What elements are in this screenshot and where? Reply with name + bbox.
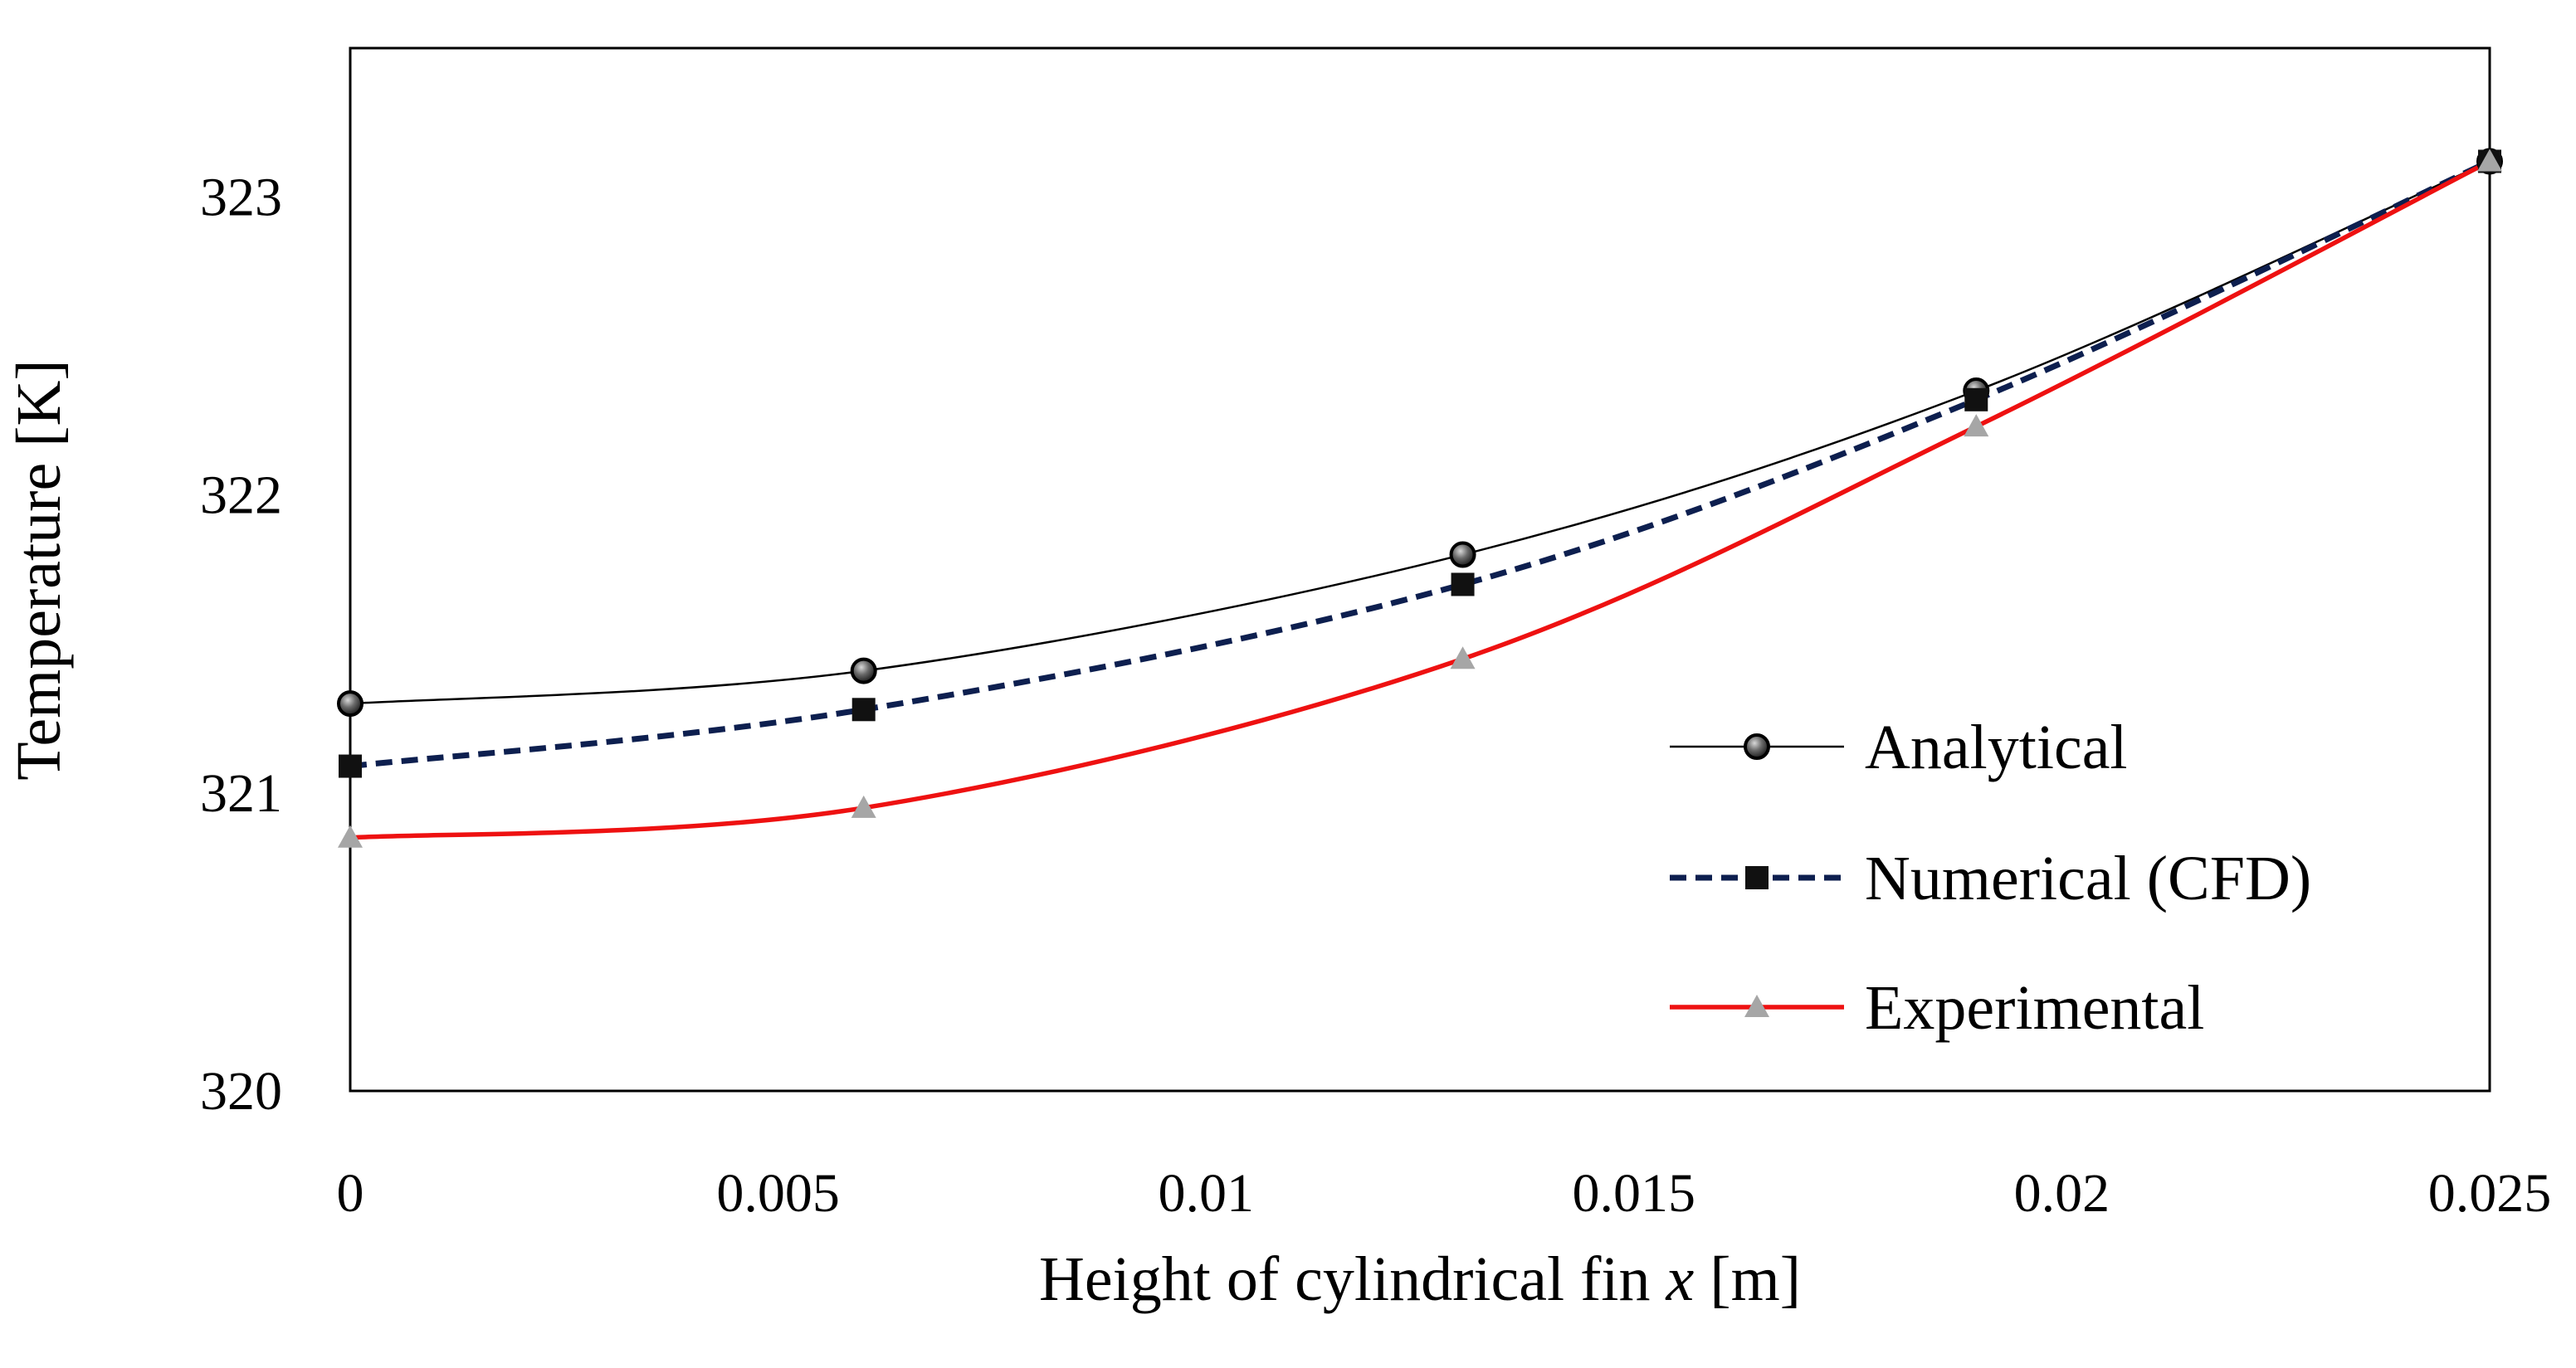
y-tick-label: 323 [200, 168, 282, 228]
legend-marker-square [1745, 866, 1769, 889]
x-axis-title-suffix: [m] [1694, 1244, 1801, 1314]
data-point-square [339, 754, 362, 778]
y-axis-ticks: 320 321 322 323 [200, 168, 282, 1122]
data-point-triangle [1450, 646, 1476, 669]
data-point-circle [850, 657, 877, 684]
series-line-square [349, 158, 2491, 770]
data-point-circle [1449, 541, 1476, 568]
legend-label: Numerical (CFD) [1865, 844, 2311, 913]
data-point-triangle [2477, 148, 2502, 172]
x-tick-label: 0.015 [1573, 1163, 1696, 1224]
x-tick-label: 0.005 [716, 1163, 840, 1224]
y-tick-label: 321 [200, 763, 282, 824]
x-axis-title: Height of cylindrical fin x [m] [1039, 1244, 1801, 1314]
series-markers [337, 148, 2503, 848]
y-axis-title: Temperature [K] [4, 359, 74, 780]
x-tick-label: 0.025 [2428, 1163, 2552, 1224]
legend: Analytical Numerical (CFD) Experimental [1670, 713, 2311, 1043]
legend-label: Experimental [1865, 973, 2204, 1043]
y-tick-label: 322 [200, 465, 282, 526]
plot-area [349, 46, 2491, 1093]
legend-marker-circle [1744, 733, 1770, 760]
x-tick-label: 0 [337, 1163, 364, 1224]
data-point-triangle [851, 795, 876, 818]
data-point-triangle [1964, 414, 1989, 437]
data-point-square [851, 698, 876, 722]
data-point-square [1964, 387, 1988, 411]
x-axis-title-prefix: Height of cylindrical fin [1039, 1244, 1666, 1314]
legend-label: Analytical [1865, 713, 2128, 782]
data-point-triangle [338, 825, 363, 848]
data-point-circle [337, 690, 363, 718]
x-axis-ticks: 0 0.005 0.01 0.015 0.02 0.025 [337, 1163, 2552, 1224]
y-tick-label: 320 [200, 1061, 282, 1122]
legend-marker-triangle [1744, 995, 1769, 1017]
x-tick-label: 0.02 [2014, 1163, 2110, 1224]
x-axis-title-variable: x [1666, 1244, 1695, 1314]
x-tick-label: 0.01 [1158, 1163, 1254, 1224]
data-point-square [1451, 572, 1475, 596]
